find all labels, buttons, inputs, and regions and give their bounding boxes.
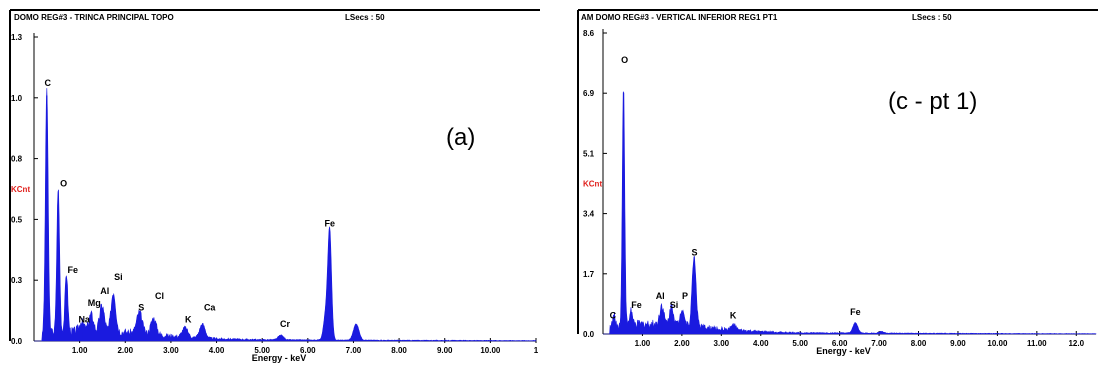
spectrum-panel-a: DOMO REG#3 - TRINCA PRINCIPAL TOPO LSecs …	[0, 0, 545, 367]
y-tick-label: 0.0	[583, 330, 595, 339]
x-tick-label: 3.00	[714, 339, 730, 348]
y-axis-label: KCnt	[11, 185, 30, 194]
element-label: C	[610, 310, 617, 320]
x-tick-label: 1.00	[635, 339, 651, 348]
element-label: O	[621, 55, 628, 65]
element-label: Fe	[324, 218, 335, 228]
x-tick-label: 12.0	[1068, 339, 1084, 348]
y-tick-label: 3.4	[583, 210, 595, 219]
element-label: Cr	[280, 319, 290, 329]
element-label: K	[730, 310, 737, 320]
x-tick-label: 6.00	[832, 339, 848, 348]
lsecs-label: LSecs : 50	[912, 13, 952, 22]
x-tick-label: 1.00	[72, 346, 88, 355]
element-label: Fe	[850, 307, 861, 317]
x-tick-label: 2.00	[117, 346, 133, 355]
x-tick-label: 8.00	[391, 346, 407, 355]
panel-label: (a)	[446, 124, 475, 151]
element-label: Fe	[68, 265, 79, 275]
x-tick-label: 6.00	[300, 346, 316, 355]
lsecs-label: LSecs : 50	[345, 13, 385, 22]
x-tick-label: 9.00	[437, 346, 453, 355]
element-label: Na	[78, 314, 90, 324]
element-label: P	[682, 291, 688, 301]
element-label: Al	[100, 286, 109, 296]
element-label: K	[185, 314, 192, 324]
y-tick-label: 6.9	[583, 89, 595, 98]
spectrum-chart-a: DOMO REG#3 - TRINCA PRINCIPAL TOPO LSecs …	[9, 9, 540, 363]
x-axis-label: Energy - keV	[252, 353, 307, 363]
x-tick-label: 4.00	[753, 339, 769, 348]
spectrum-chart-c: AM DOMO REG#3 - VERTICAL INFERIOR REG1 P…	[577, 9, 1098, 356]
chart-title: AM DOMO REG#3 - VERTICAL INFERIOR REG1 P…	[581, 13, 778, 22]
x-tick-label: 11.00	[1027, 339, 1047, 348]
x-tick-label: 10.00	[480, 346, 501, 355]
x-tick-label: 1	[534, 346, 539, 355]
element-label: Cl	[155, 291, 164, 301]
spectrum-area	[34, 88, 537, 342]
spectrum-area	[603, 91, 1097, 335]
x-tick-label: 7.00	[871, 339, 887, 348]
element-label: Si	[670, 300, 679, 310]
x-tick-label: 2.00	[674, 339, 690, 348]
element-label: Si	[114, 272, 123, 282]
y-tick-label: 0.3	[11, 276, 23, 285]
y-tick-label: 1.3	[11, 33, 23, 42]
panel-label: (c - pt 1)	[888, 88, 977, 115]
chart-title: DOMO REG#3 - TRINCA PRINCIPAL TOPO	[14, 13, 174, 22]
y-tick-label: 0.8	[11, 155, 23, 164]
x-tick-label: 4.00	[209, 346, 225, 355]
x-tick-label: 9.00	[950, 339, 966, 348]
element-label: Al	[656, 291, 665, 301]
element-label: S	[138, 303, 144, 313]
y-tick-label: 1.0	[11, 94, 23, 103]
y-tick-label: 0.0	[11, 337, 23, 346]
x-tick-label: 8.00	[911, 339, 927, 348]
x-tick-label: 7.00	[346, 346, 362, 355]
spectrum-panel-c: AM DOMO REG#3 - VERTICAL INFERIOR REG1 P…	[572, 0, 1099, 367]
y-tick-label: 5.1	[583, 149, 595, 158]
element-label: Ca	[204, 303, 216, 313]
element-label: Mg	[88, 298, 101, 308]
y-tick-label: 1.7	[583, 270, 595, 279]
element-label: O	[60, 179, 67, 189]
element-label: S	[691, 247, 697, 257]
element-label: C	[44, 78, 51, 88]
x-tick-label: 5.00	[254, 346, 270, 355]
y-axis-label: KCnt	[583, 180, 602, 189]
y-tick-label: 0.5	[11, 215, 23, 224]
y-tick-label: 8.6	[583, 29, 595, 38]
x-tick-label: 10.00	[987, 339, 1008, 348]
x-axis-label: Energy - keV	[816, 346, 871, 356]
element-label: Fe	[631, 300, 642, 310]
x-tick-label: 3.00	[163, 346, 179, 355]
x-tick-label: 5.00	[792, 339, 808, 348]
